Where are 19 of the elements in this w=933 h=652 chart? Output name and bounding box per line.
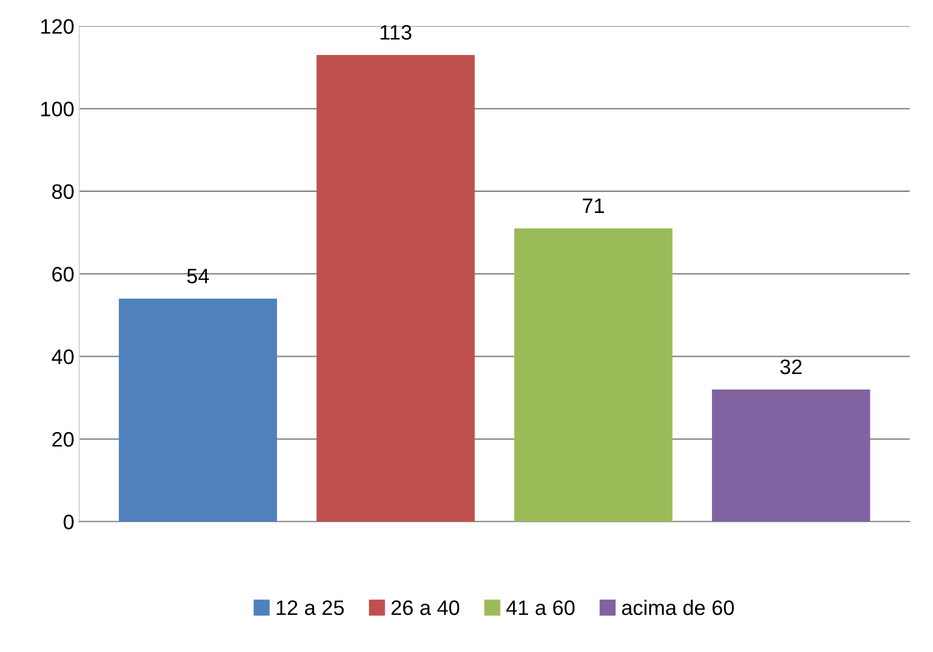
data-label: 113 <box>380 25 412 40</box>
y-tick-label: 60 <box>52 266 74 282</box>
y-tick-label: 20 <box>52 432 74 447</box>
bar <box>118 298 278 522</box>
y-tick-label: 40 <box>52 349 74 364</box>
y-tick-label: 120 <box>41 19 74 34</box>
legend-label: 12 a 25 <box>276 600 344 616</box>
data-label: 71 <box>582 198 604 213</box>
legend-label: 26 a 40 <box>392 600 460 616</box>
y-tick-label: 0 <box>64 514 74 530</box>
y-tick-label: 100 <box>41 102 74 116</box>
bar <box>514 228 672 522</box>
data-label: 54 <box>187 268 209 284</box>
legend-label: 41 a 60 <box>506 600 575 616</box>
legend-label: acima de 60 <box>622 600 734 616</box>
bar <box>712 389 870 522</box>
y-tick-label: 80 <box>52 184 74 200</box>
bar <box>316 54 475 522</box>
data-label: 32 <box>780 359 802 374</box>
